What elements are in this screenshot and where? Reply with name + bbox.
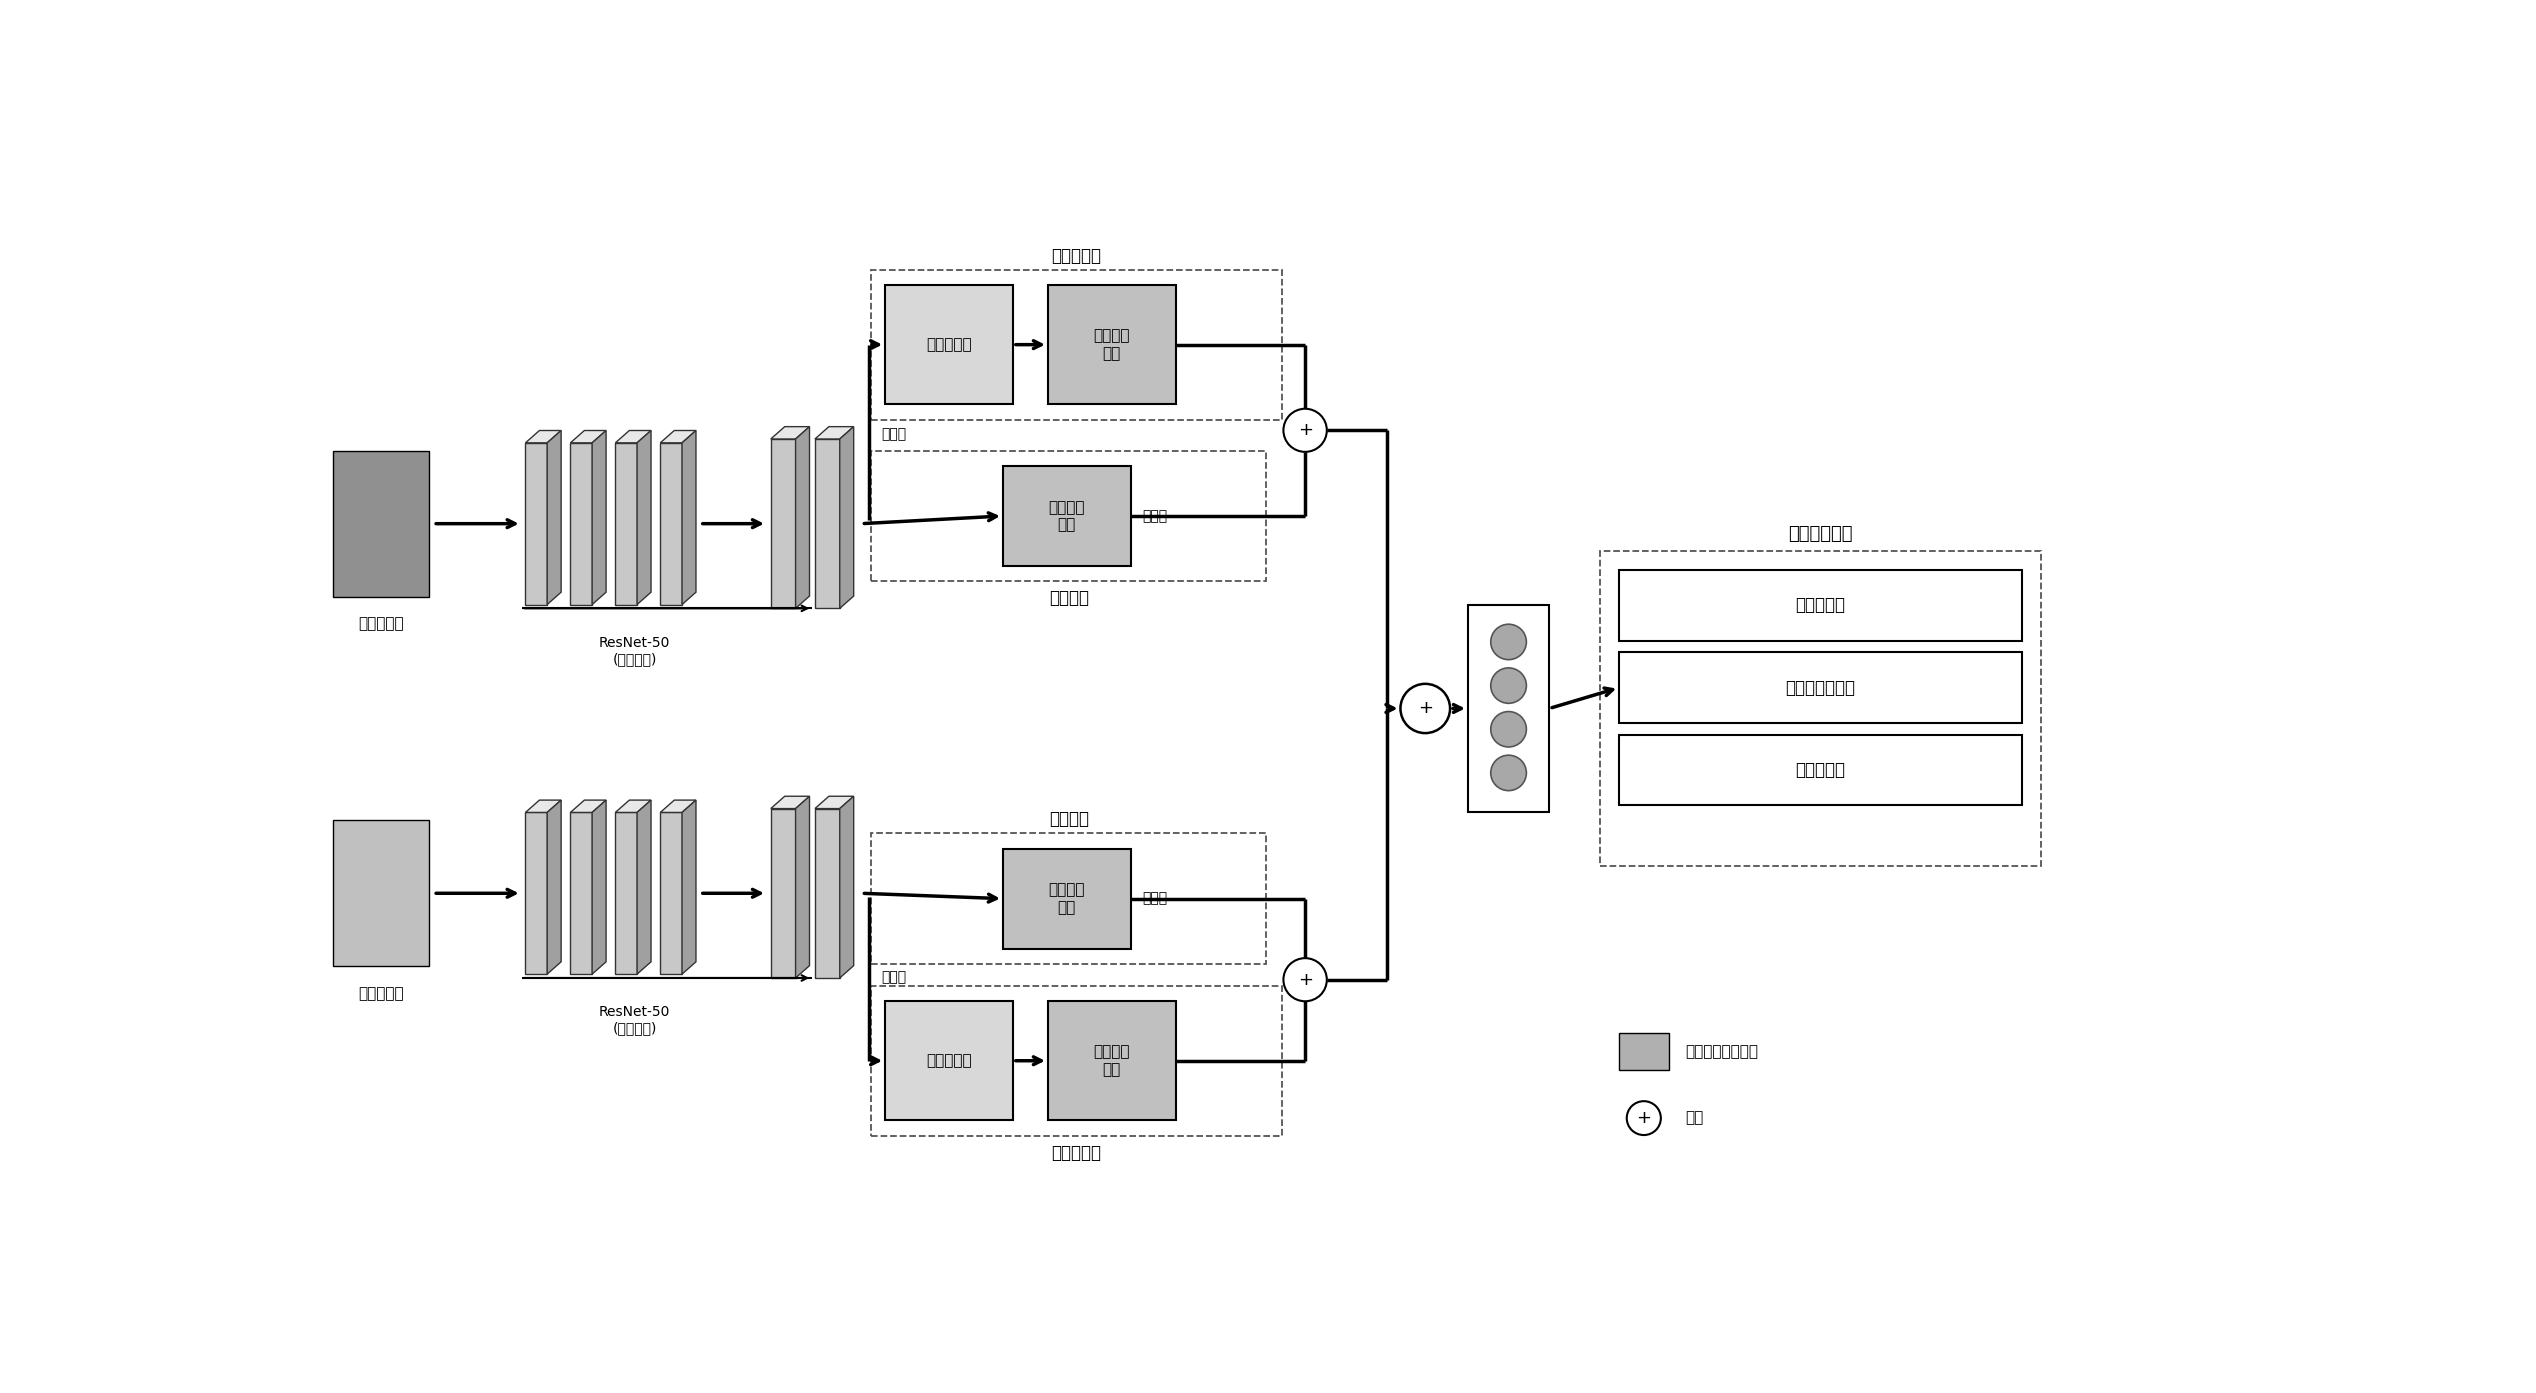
Bar [1600, 550, 2041, 866]
Polygon shape [814, 426, 855, 439]
Polygon shape [771, 797, 809, 808]
Bar [1047, 1002, 1177, 1120]
Text: 注意力分支: 注意力分支 [1052, 1144, 1101, 1162]
Polygon shape [839, 426, 855, 609]
Text: +: + [1636, 1109, 1651, 1127]
Circle shape [1400, 684, 1451, 733]
Text: 注意力模块: 注意力模块 [926, 337, 971, 352]
Text: 换装一致性约束: 换装一致性约束 [1785, 678, 1856, 696]
Circle shape [1491, 624, 1527, 660]
Polygon shape [659, 430, 695, 443]
Text: 正则化损失: 正则化损失 [1795, 761, 1846, 779]
Text: 交叉熵损失: 交叉熵损失 [1795, 596, 1846, 614]
Polygon shape [814, 797, 855, 808]
Bar [332, 820, 429, 967]
Text: 融合: 融合 [1684, 1110, 1704, 1126]
Text: 还原层: 还原层 [880, 428, 905, 442]
Polygon shape [525, 430, 560, 443]
Polygon shape [616, 812, 637, 974]
Text: 还原层: 还原层 [1141, 892, 1167, 905]
Polygon shape [591, 800, 606, 974]
Polygon shape [525, 800, 560, 812]
Polygon shape [637, 800, 652, 974]
Text: +: + [1298, 971, 1314, 989]
Bar [1002, 465, 1131, 566]
Text: ResNet-50
(骨干网络): ResNet-50 (骨干网络) [598, 1006, 670, 1035]
Text: 全局平均
池化: 全局平均 池化 [1047, 500, 1085, 532]
Text: +: + [1418, 699, 1433, 717]
Circle shape [1283, 958, 1326, 1002]
Text: 全局分支: 全局分支 [1050, 589, 1088, 607]
Polygon shape [682, 800, 695, 974]
Polygon shape [659, 443, 682, 605]
Bar [1468, 605, 1549, 812]
Polygon shape [571, 430, 606, 443]
Bar [1618, 1034, 1669, 1070]
Polygon shape [637, 430, 652, 605]
Bar [872, 986, 1281, 1135]
Polygon shape [771, 426, 809, 439]
Polygon shape [616, 430, 652, 443]
Bar [885, 1002, 1012, 1120]
Polygon shape [814, 808, 839, 978]
Text: ResNet-50
(骨干网络): ResNet-50 (骨干网络) [598, 635, 670, 666]
Circle shape [1491, 712, 1527, 747]
Bar [1002, 848, 1131, 949]
Text: 全局分支: 全局分支 [1050, 811, 1088, 829]
Text: 全局平均
池化: 全局平均 池化 [1093, 1045, 1131, 1077]
Bar [872, 450, 1265, 581]
Bar [885, 286, 1012, 404]
Polygon shape [571, 812, 591, 974]
Text: 还原层: 还原层 [1141, 508, 1167, 522]
Polygon shape [796, 426, 809, 609]
Bar [332, 450, 429, 596]
Text: 全局平均
池化: 全局平均 池化 [1093, 329, 1131, 361]
Polygon shape [659, 812, 682, 974]
Polygon shape [525, 443, 548, 605]
Polygon shape [839, 797, 855, 978]
Circle shape [1626, 1102, 1661, 1135]
Polygon shape [548, 430, 560, 605]
Text: 注意力模块: 注意力模块 [926, 1053, 971, 1068]
Polygon shape [525, 812, 548, 974]
Polygon shape [591, 430, 606, 605]
Polygon shape [771, 439, 796, 609]
Polygon shape [548, 800, 560, 974]
Bar [1047, 286, 1177, 404]
Polygon shape [659, 800, 695, 812]
Text: 权重的正交正则化: 权重的正交正则化 [1684, 1045, 1757, 1060]
Polygon shape [616, 800, 652, 812]
Text: 原始输入图: 原始输入图 [358, 616, 403, 631]
Polygon shape [796, 797, 809, 978]
Circle shape [1283, 408, 1326, 451]
Polygon shape [682, 430, 695, 605]
Text: 损失函数模块: 损失函数模块 [1788, 525, 1854, 543]
Bar [872, 833, 1265, 964]
Polygon shape [571, 800, 606, 812]
Text: 全局平均
池化: 全局平均 池化 [1047, 882, 1085, 915]
Text: +: + [1298, 421, 1314, 439]
Text: 还原层: 还原层 [880, 970, 905, 983]
Bar [1618, 570, 2021, 641]
Circle shape [1491, 755, 1527, 791]
Circle shape [1491, 667, 1527, 703]
Polygon shape [571, 443, 591, 605]
Bar [872, 270, 1281, 419]
Polygon shape [616, 443, 637, 605]
Polygon shape [771, 808, 796, 978]
Polygon shape [814, 439, 839, 609]
Bar [1618, 734, 2021, 805]
Text: 轮廓输入图: 轮廓输入图 [358, 986, 403, 1000]
Text: 注意力分支: 注意力分支 [1052, 247, 1101, 265]
Bar [1618, 652, 2021, 723]
